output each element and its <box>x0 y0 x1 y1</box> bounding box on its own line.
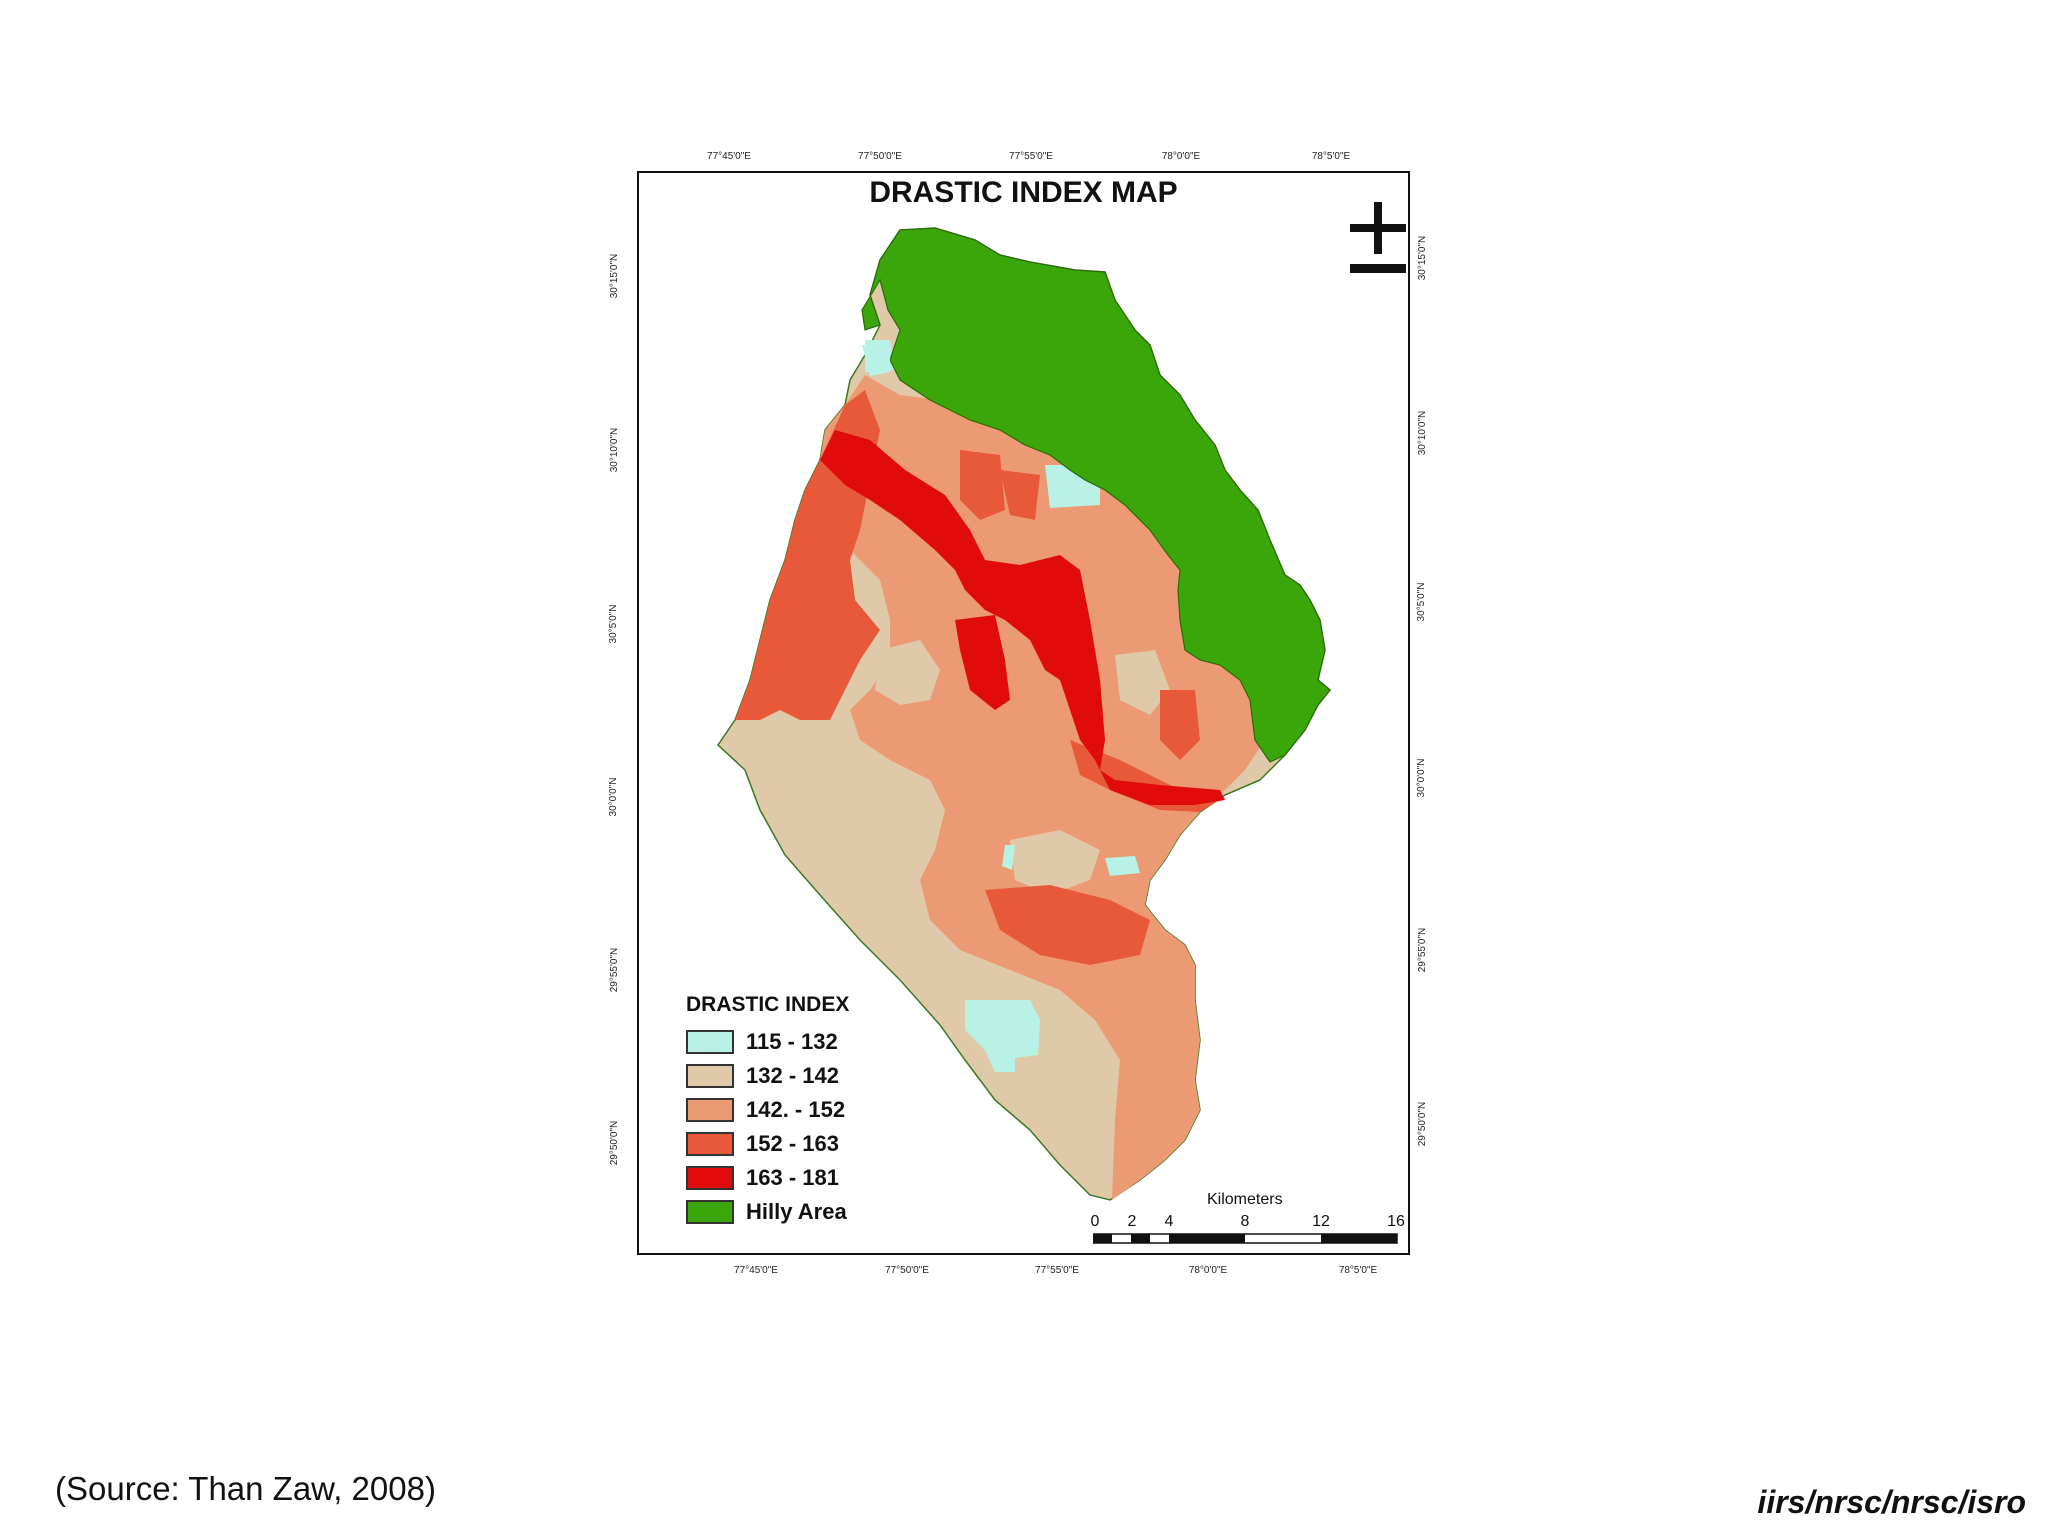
scale-bar <box>1093 1233 1398 1244</box>
right-tick: 30°5'0"N <box>1415 582 1427 622</box>
credit-text: iirs/nrsc/nrsc/isro <box>1757 1484 2026 1520</box>
zone-163-181 <box>820 430 1225 805</box>
legend-label: Hilly Area <box>746 1199 847 1224</box>
left-tick: 30°15'0"N <box>608 253 620 299</box>
legend-swatch <box>686 1030 734 1054</box>
legend-item: 142. - 152 <box>686 1093 849 1127</box>
right-tick: 30°15'0"N <box>1416 235 1428 281</box>
scale-label: 12 <box>1312 1213 1330 1230</box>
top-tick: 77°55'0"E <box>1009 151 1053 162</box>
legend-label: 115 - 132 <box>746 1029 838 1054</box>
legend-item: 115 - 132 <box>686 1025 849 1059</box>
bottom-tick: 78°0'0"E <box>1188 1265 1228 1276</box>
scale-label: 2 <box>1127 1213 1137 1230</box>
top-tick: 77°45'0"E <box>707 151 751 162</box>
legend: DRASTIC INDEX 115 - 132 132 - 142 142. -… <box>686 993 849 1229</box>
top-tick: 77°50'0"E <box>858 151 902 162</box>
legend-swatch <box>686 1064 734 1088</box>
legend-item: 163 - 181 <box>686 1161 849 1195</box>
top-tick: 78°5'0"E <box>1311 151 1351 162</box>
right-tick: 29°55'0"N <box>1416 927 1428 973</box>
left-tick: 30°0'0"N <box>607 777 619 817</box>
bottom-tick: 77°50'0"E <box>885 1265 929 1276</box>
scale-title: Kilometers <box>1207 1191 1283 1208</box>
right-tick: 30°0'0"N <box>1415 758 1427 798</box>
left-tick: 30°5'0"N <box>607 604 619 644</box>
legend-label: 152 - 163 <box>746 1131 839 1156</box>
right-tick: 30°10'0"N <box>1416 410 1428 456</box>
zone-142-152 <box>820 375 1265 1200</box>
top-tick: 78°0'0"E <box>1161 151 1201 162</box>
bottom-tick: 78°5'0"E <box>1338 1265 1378 1276</box>
legend-label: 142. - 152 <box>746 1097 846 1122</box>
map-title: DRASTIC INDEX MAP <box>869 176 1178 209</box>
scale-label: 8 <box>1240 1213 1250 1230</box>
scale-label: 0 <box>1090 1213 1100 1230</box>
source-citation: (Source: Than Zaw, 2008) <box>55 1470 436 1507</box>
zone-hilly-area <box>861 227 1331 763</box>
legend-swatch <box>686 1098 734 1122</box>
scale-label: 16 <box>1387 1213 1405 1230</box>
left-tick: 30°10'0"N <box>608 427 620 473</box>
scale-label: 4 <box>1164 1213 1174 1230</box>
legend-swatch <box>686 1166 734 1190</box>
legend-title: DRASTIC INDEX <box>686 993 850 1016</box>
left-tick: 29°55'0"N <box>608 947 620 993</box>
legend-item: Hilly Area <box>686 1195 849 1229</box>
legend-item: 152 - 163 <box>686 1127 849 1161</box>
legend-swatch <box>686 1200 734 1224</box>
bottom-tick: 77°45'0"E <box>734 1265 778 1276</box>
legend-label: 132 - 142 <box>746 1063 839 1088</box>
left-tick: 29°50'0"N <box>608 1120 620 1166</box>
legend-label: 163 - 181 <box>746 1165 839 1190</box>
legend-swatch <box>686 1132 734 1156</box>
right-tick: 29°50'0"N <box>1416 1101 1428 1147</box>
north-arrow-icon <box>1350 202 1406 273</box>
legend-item: 132 - 142 <box>686 1059 849 1093</box>
bottom-tick: 77°55'0"E <box>1035 1265 1079 1276</box>
